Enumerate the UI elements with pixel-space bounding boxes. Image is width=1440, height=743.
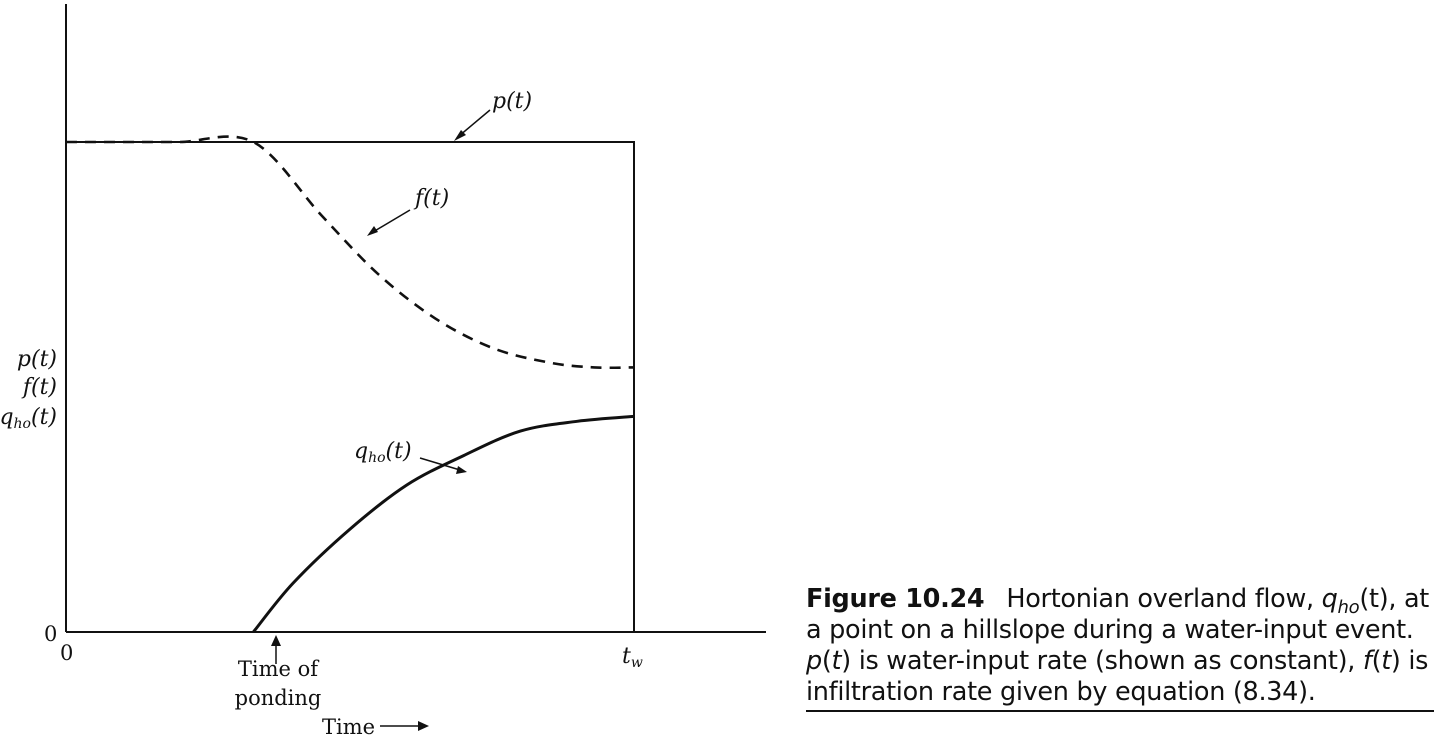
caption-f-arg: t — [1381, 646, 1391, 676]
figure-caption: Figure 10.24 Hortonian overland flow, qho… — [806, 584, 1434, 712]
series-q-line — [252, 414, 635, 633]
y-origin-label: 0 — [44, 622, 57, 646]
x-tick-tw: tw — [622, 644, 643, 671]
caption-p-symbol: p — [806, 646, 822, 676]
caption-q-sub: ho — [1337, 597, 1360, 619]
caption-text-2: , at a point on a hillslope during a wat… — [806, 584, 1429, 645]
y-label-q: qho(t) — [0, 405, 57, 432]
y-label-p: p(t) — [17, 347, 57, 372]
caption-f-symbol: f — [1362, 646, 1372, 676]
caption-figure-label: Figure 10.24 — [806, 584, 985, 614]
annotation-p: p(t) — [492, 89, 532, 114]
leader-arrows — [271, 109, 491, 731]
y-label-f: f(t) — [21, 375, 57, 400]
caption-p-arg: t — [831, 646, 842, 676]
x-tick-ponding-line1: Time of — [238, 657, 320, 681]
caption-text-1: Hortonian overland flow, — [1006, 584, 1322, 614]
x-axis-label: Time — [322, 715, 375, 739]
x-tick-ponding-line2: ponding — [235, 686, 322, 710]
caption-text-4: is infiltration rate given by equation (… — [806, 646, 1429, 707]
series-p-line — [66, 141, 635, 632]
x-origin-label: 0 — [60, 641, 73, 665]
hydrograph-figure: 0 0 p(t) f(t) qho(t) p(t) f(t) qho(t) Ti… — [0, 4, 766, 739]
caption-q-symbol: q — [1321, 584, 1338, 614]
series-f-line — [66, 135, 635, 370]
annotation-f: f(t) — [413, 186, 449, 211]
caption-q-arg: (t) — [1359, 584, 1389, 614]
caption-text-3: is water-input rate (shown as constant), — [850, 646, 1363, 676]
annotation-q: qho(t) — [354, 439, 412, 466]
